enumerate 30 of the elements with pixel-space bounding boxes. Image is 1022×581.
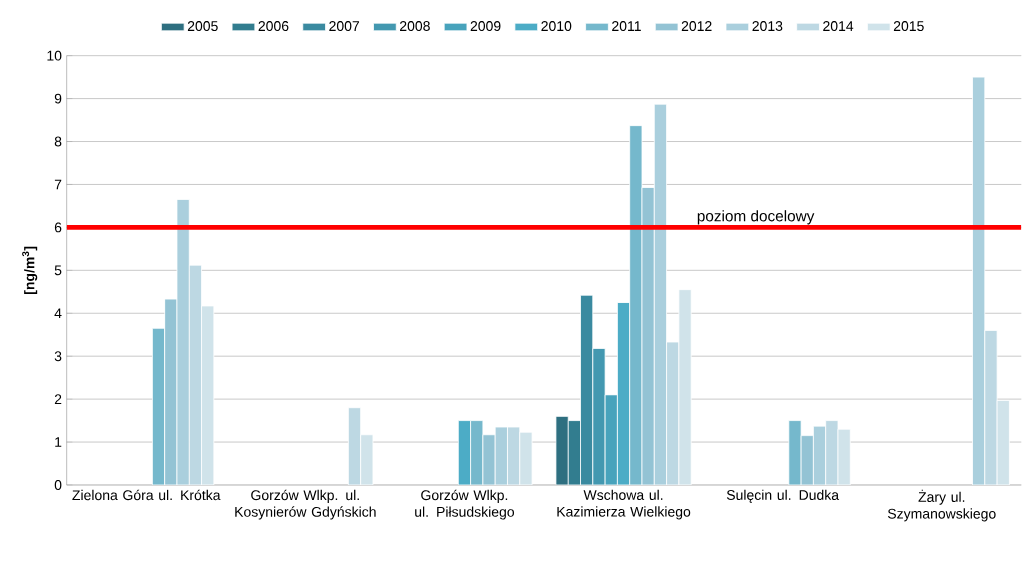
y-tick-label: 2	[54, 394, 62, 405]
y-tick-label: 7	[54, 179, 62, 190]
x-tick-label: Wschowa ul. Kazimierza Wielkiego	[557, 489, 691, 520]
x-tick-label: Żary ul. Szymanowskiego	[887, 489, 996, 522]
x-tick-label: Gorzów Wlkp. ul. Piłsudskiego	[415, 489, 515, 520]
ref-line-label: poziom docelowy	[697, 210, 815, 225]
legend-label: 2005	[187, 21, 218, 32]
legend-label: 2011	[612, 21, 641, 32]
y-tick-label: 9	[54, 93, 62, 104]
legend-label: 2010	[541, 21, 572, 32]
x-tick-label: Gorzów Wlkp. ul. Kosynierów Gdyńskich	[235, 489, 376, 520]
y-tick-label: 4	[54, 308, 62, 319]
legend-label: 2014	[823, 21, 854, 32]
y-tick-label: 3	[54, 351, 62, 362]
legend-label: 2012	[681, 21, 712, 32]
y-tick-label: 1	[55, 437, 62, 447]
legend-label: 2013	[752, 21, 783, 32]
legend-label: 2006	[258, 21, 289, 32]
legend-label: 2015	[893, 21, 924, 32]
y-axis-title: [ng/m$^{3}$]	[22, 246, 38, 294]
legend-label: 2009	[470, 21, 501, 32]
y-tick-label: 6	[54, 222, 62, 233]
legend-label: 2008	[400, 21, 430, 32]
y-tick-label: 8	[54, 136, 62, 147]
y-tick-label: 5	[54, 265, 62, 276]
y-tick-label: 0	[54, 480, 62, 490]
x-tick-label: Zielona Góra ul. Krótka	[72, 489, 221, 501]
y-tick-label: 10	[47, 50, 62, 61]
x-tick-label: Sulęcin ul. Dudka	[726, 489, 840, 503]
legend-label: 2007	[329, 21, 360, 32]
